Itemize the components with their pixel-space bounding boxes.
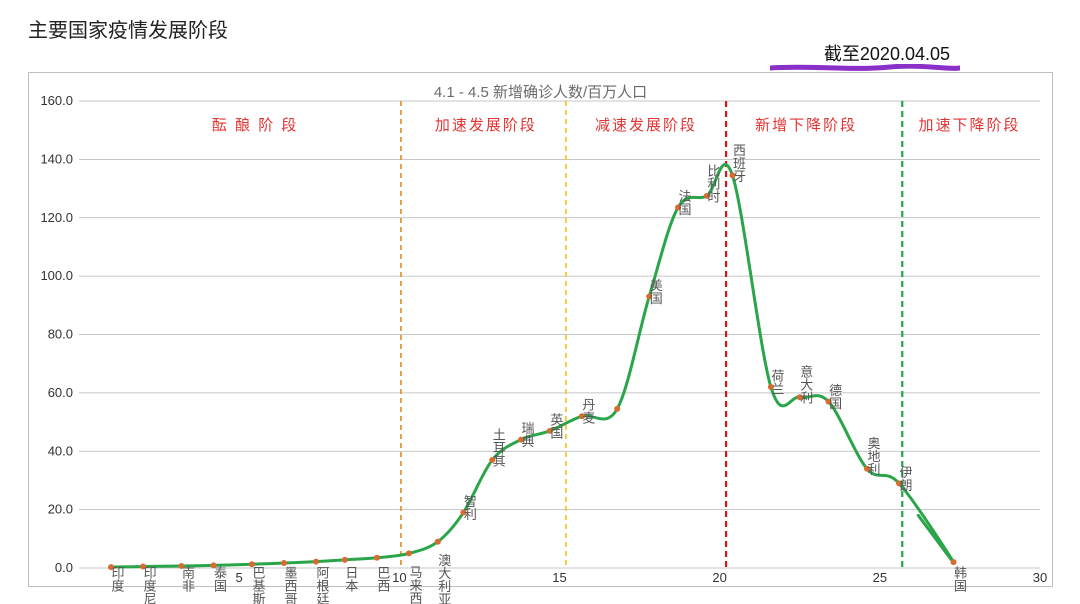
country-label: 阿根廷	[315, 566, 330, 604]
y-tick-label: 120.0	[40, 210, 73, 225]
country-label: 泰国	[212, 566, 227, 592]
y-tick-label: 0.0	[55, 560, 73, 575]
date-note: 截至2020.04.05	[824, 40, 950, 66]
country-label: 西班牙	[731, 143, 746, 182]
country-label: 英国	[548, 413, 563, 439]
data-point	[406, 550, 412, 556]
chart-subtitle: 4.1 - 4.5 新增确诊人数/百万人口	[29, 81, 1052, 102]
x-tick-label: 15	[552, 570, 566, 585]
x-tick-label: 10	[392, 570, 406, 585]
country-label: 日本	[343, 566, 358, 592]
country-label: 瑞典	[520, 422, 535, 448]
data-point	[374, 555, 380, 561]
x-tick-label: 5	[236, 570, 243, 585]
country-label: 美国	[648, 279, 663, 305]
phase-label: 新增下降阶段	[755, 117, 857, 134]
date-underline	[770, 64, 960, 72]
y-tick-label: 40.0	[48, 443, 73, 458]
country-label: 印度尼西亚	[142, 566, 157, 604]
data-point	[342, 557, 348, 563]
country-label: 巴西	[375, 566, 390, 592]
country-label: 意大利	[798, 365, 813, 405]
x-tick-label: 30	[1033, 570, 1047, 585]
chart-plot: 0.020.040.060.080.0100.0120.0140.0160.05…	[79, 101, 1040, 568]
country-label: 德国	[827, 384, 842, 410]
country-label: 南非	[180, 565, 195, 592]
y-tick-label: 20.0	[48, 502, 73, 517]
country-label: 智利	[462, 495, 477, 521]
x-tick-label: 20	[712, 570, 726, 585]
chart-svg: 0.020.040.060.080.0100.0120.0140.0160.05…	[79, 101, 1040, 568]
y-tick-label: 100.0	[40, 268, 73, 283]
country-label: 马来西亚	[407, 565, 422, 604]
data-point	[313, 559, 319, 565]
phase-label: 加速下降阶段	[919, 117, 1021, 134]
x-tick-label: 25	[873, 570, 887, 585]
data-point	[951, 559, 957, 565]
country-label: 韩国	[952, 566, 967, 592]
country-label: 土耳其	[491, 428, 506, 467]
phase-label: 酝 酿 阶 段	[212, 117, 299, 134]
country-label: 奥地利	[866, 437, 881, 476]
country-label: 澳大利亚	[436, 553, 451, 604]
country-label: 比利时	[705, 164, 720, 203]
y-tick-label: 60.0	[48, 385, 73, 400]
country-label: 丹麦	[580, 398, 595, 424]
page-title: 主要国家疫情发展阶段	[28, 14, 228, 43]
phase-label: 加速发展阶段	[435, 117, 537, 134]
country-label: 法国	[677, 190, 692, 216]
phase-label: 减速发展阶段	[595, 117, 697, 134]
chart-container: 4.1 - 4.5 新增确诊人数/百万人口 0.020.040.060.080.…	[28, 72, 1053, 587]
y-tick-label: 80.0	[48, 327, 73, 342]
data-point	[435, 539, 441, 545]
data-point	[614, 406, 620, 412]
country-label: 印度	[110, 566, 125, 592]
country-label: 巴基斯坦	[250, 566, 265, 604]
country-label: 墨西哥	[283, 566, 298, 604]
country-label: 荷兰	[769, 369, 784, 395]
y-tick-label: 140.0	[40, 151, 73, 166]
series-line	[111, 164, 954, 567]
country-label: 伊朗	[898, 465, 913, 492]
y-tick-label: 160.0	[40, 93, 73, 108]
